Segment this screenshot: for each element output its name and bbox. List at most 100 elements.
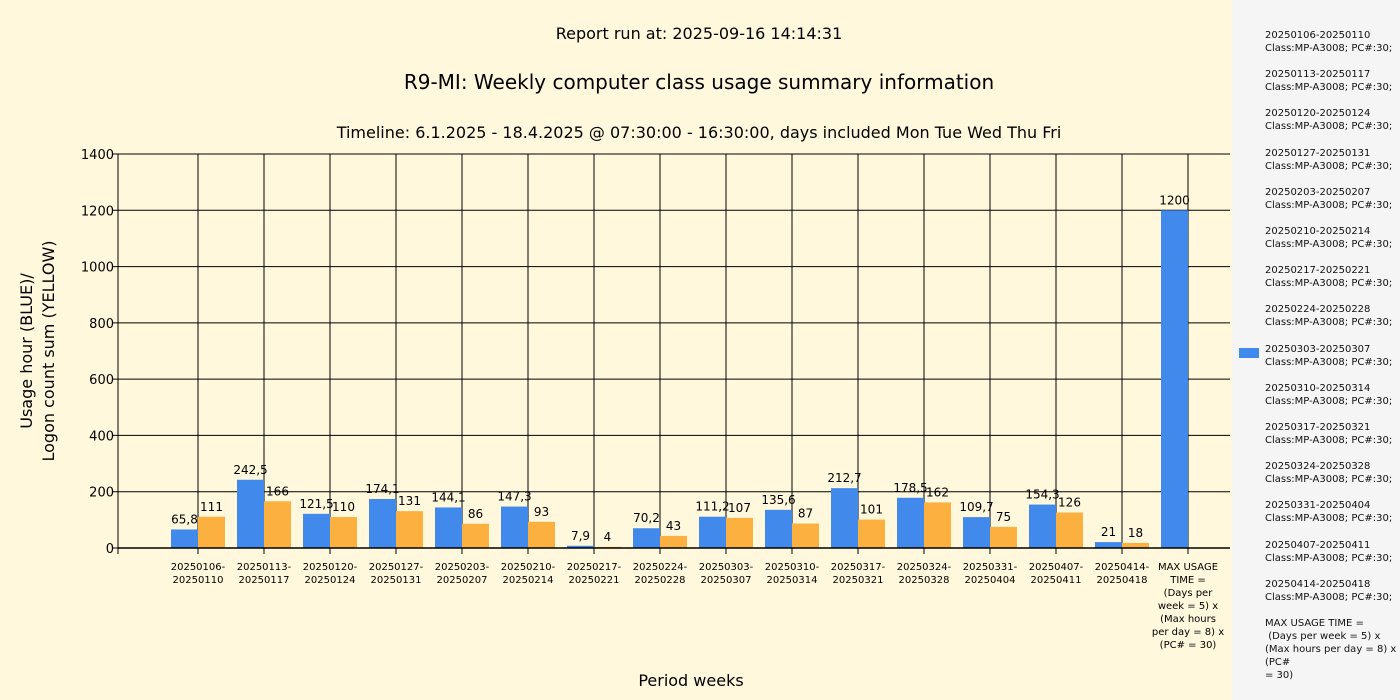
x-tick-label: 20250210-20250214 xyxy=(501,562,556,586)
data-label: 111,2 xyxy=(695,500,729,514)
legend-item: 20250127-20250131 Class:MP-A3008; PC#:30… xyxy=(1265,147,1397,173)
data-label: 75 xyxy=(996,510,1011,524)
legend-item: 20250106-20250110 Class:MP-A3008; PC#:30… xyxy=(1265,29,1397,55)
bar-logon-count xyxy=(396,511,423,548)
legend-item: 20250331-20250404 Class:MP-A3008; PC#:30… xyxy=(1265,499,1397,525)
data-label: 162 xyxy=(926,485,949,499)
legend-label: 20250324-20250328 Class:MP-A3008; PC#:30… xyxy=(1265,461,1393,486)
legend: 20250106-20250110 Class:MP-A3008; PC#:30… xyxy=(1232,0,1400,700)
data-label: 174,1 xyxy=(365,482,399,496)
y-axis-label-line2: Logon count sum (YELLOW) xyxy=(39,240,58,461)
legend-label: 20250203-20250207 Class:MP-A3008; PC#:30… xyxy=(1265,186,1393,211)
y-tick-label: 200 xyxy=(89,486,114,501)
x-tick-label: 20250120-20250124 xyxy=(303,562,358,586)
bar-usage-hours xyxy=(567,545,594,548)
data-label: 65,8 xyxy=(171,512,198,526)
bar-usage-hours xyxy=(237,479,264,548)
legend-item: 20250310-20250314 Class:MP-A3008; PC#:30… xyxy=(1265,382,1397,408)
x-tick-label: 20250407-20250411 xyxy=(1029,562,1084,586)
y-tick-label: 0 xyxy=(106,542,114,557)
bar-logon-count xyxy=(462,523,489,548)
legend-label: 20250414-20250418 Class:MP-A3008; PC#:30… xyxy=(1265,578,1393,603)
data-label: 21 xyxy=(1101,525,1116,539)
bar-usage-hours xyxy=(897,497,924,548)
x-tick-label: 20250310-20250314 xyxy=(765,562,820,586)
legend-label: 20250224-20250228 Class:MP-A3008; PC#:30… xyxy=(1265,304,1393,329)
bar-usage-hours xyxy=(765,509,792,548)
bar-usage-hours xyxy=(831,488,858,548)
legend-item: 20250210-20250214 Class:MP-A3008; PC#:30… xyxy=(1265,225,1397,251)
data-label: 4 xyxy=(604,530,612,544)
legend-item: 20250407-20250411 Class:MP-A3008; PC#:30… xyxy=(1265,539,1397,565)
y-tick-label: 600 xyxy=(89,373,114,388)
legend-item: 20250414-20250418 Class:MP-A3008; PC#:30… xyxy=(1265,578,1397,604)
bar-logon-count xyxy=(990,526,1017,548)
legend-label: 20250331-20250404 Class:MP-A3008; PC#:30… xyxy=(1265,500,1393,525)
bar-logon-count xyxy=(1056,512,1083,548)
bar-usage-hours xyxy=(633,528,660,548)
data-label: 101 xyxy=(860,503,883,517)
bar-usage-hours xyxy=(171,529,198,548)
data-label: 147,3 xyxy=(497,490,531,504)
y-tick-label: 1200 xyxy=(81,204,114,219)
bar-logon-count xyxy=(264,501,291,548)
data-label: 121,5 xyxy=(299,497,333,511)
y-tick-label: 1400 xyxy=(81,148,114,163)
legend-item: MAX USAGE TIME = (Days per week = 5) x (… xyxy=(1265,617,1397,682)
data-label: 87 xyxy=(798,507,813,521)
bar-usage-hours xyxy=(435,507,462,548)
bar-logon-count xyxy=(924,502,951,548)
bar-usage-hours xyxy=(501,506,528,548)
data-label: 166 xyxy=(266,484,289,498)
legend-label: 20250303-20250307 Class:MP-A3008; PC#:30… xyxy=(1265,343,1393,368)
bar-logon-count xyxy=(528,521,555,548)
data-label: 43 xyxy=(666,519,681,533)
x-tick-label: 20250414-20250418 xyxy=(1095,562,1150,586)
y-tick-label: 1000 xyxy=(81,261,114,276)
bar-usage-hours xyxy=(1029,504,1056,548)
bar-usage-hours xyxy=(699,516,726,548)
x-axis-label: Period weeks xyxy=(638,671,743,690)
chart-subtitle: Timeline: 6.1.2025 - 18.4.2025 @ 07:30:0… xyxy=(336,123,1062,142)
data-label: 70,2 xyxy=(633,511,660,525)
x-tick-label: 20250224-20250228 xyxy=(633,562,688,586)
data-label: 131 xyxy=(398,494,421,508)
x-tick-label: 20250113-20250117 xyxy=(237,562,292,586)
data-label: 135,6 xyxy=(761,493,795,507)
data-label: 126 xyxy=(1058,496,1081,510)
bar-logon-count xyxy=(1122,542,1149,548)
legend-item: 20250224-20250228 Class:MP-A3008; PC#:30… xyxy=(1265,303,1397,329)
x-tick-label: MAX USAGE TIME = (Days per week = 5) x (Max … xyxy=(1152,562,1224,651)
legend-label: MAX USAGE TIME = (Days per week = 5) x (… xyxy=(1265,618,1397,681)
data-label: 178,5 xyxy=(893,481,927,495)
data-label: 1200 xyxy=(1159,193,1190,207)
data-label: 144,1 xyxy=(431,490,465,504)
data-label: 107 xyxy=(728,501,751,515)
bar-usage-hours xyxy=(369,499,396,548)
bar-usage-hours xyxy=(1161,210,1188,549)
bar-usage-hours xyxy=(303,513,330,548)
bar-usage-hours xyxy=(1095,542,1122,548)
legend-item: 20250217-20250221 Class:MP-A3008; PC#:30… xyxy=(1265,264,1397,290)
x-tick-label: 20250317-20250321 xyxy=(831,562,886,586)
legend-label: 20250127-20250131 Class:MP-A3008; PC#:30… xyxy=(1265,147,1393,172)
legend-label: 20250210-20250214 Class:MP-A3008; PC#:30… xyxy=(1265,226,1393,250)
report-run-text: Report run at: 2025-09-16 14:14:31 xyxy=(556,24,843,43)
legend-label: 20250217-20250221 Class:MP-A3008; PC#:30… xyxy=(1265,265,1393,290)
data-label: 111 xyxy=(200,500,223,514)
data-label: 154,3 xyxy=(1025,488,1059,502)
bar-logon-count xyxy=(858,519,885,548)
bar-logon-count xyxy=(660,535,687,548)
data-label: 212,7 xyxy=(827,471,861,485)
data-label: 86 xyxy=(468,507,483,521)
legend-item: 20250303-20250307 Class:MP-A3008; PC#:30… xyxy=(1239,343,1397,369)
data-label: 18 xyxy=(1128,526,1143,540)
legend-item: 20250113-20250117 Class:MP-A3008; PC#:30… xyxy=(1265,68,1397,94)
y-tick-label: 400 xyxy=(89,429,114,444)
bar-usage-hours xyxy=(963,517,990,548)
legend-item: 20250203-20250207 Class:MP-A3008; PC#:30… xyxy=(1265,186,1397,212)
legend-label: 20250317-20250321 Class:MP-A3008; PC#:30… xyxy=(1265,422,1393,446)
x-tick-label: 20250106-20250110 xyxy=(171,562,226,586)
chart-title: R9-MI: Weekly computer class usage summa… xyxy=(404,70,994,94)
x-tick-label: 20250303-20250307 xyxy=(699,562,754,586)
